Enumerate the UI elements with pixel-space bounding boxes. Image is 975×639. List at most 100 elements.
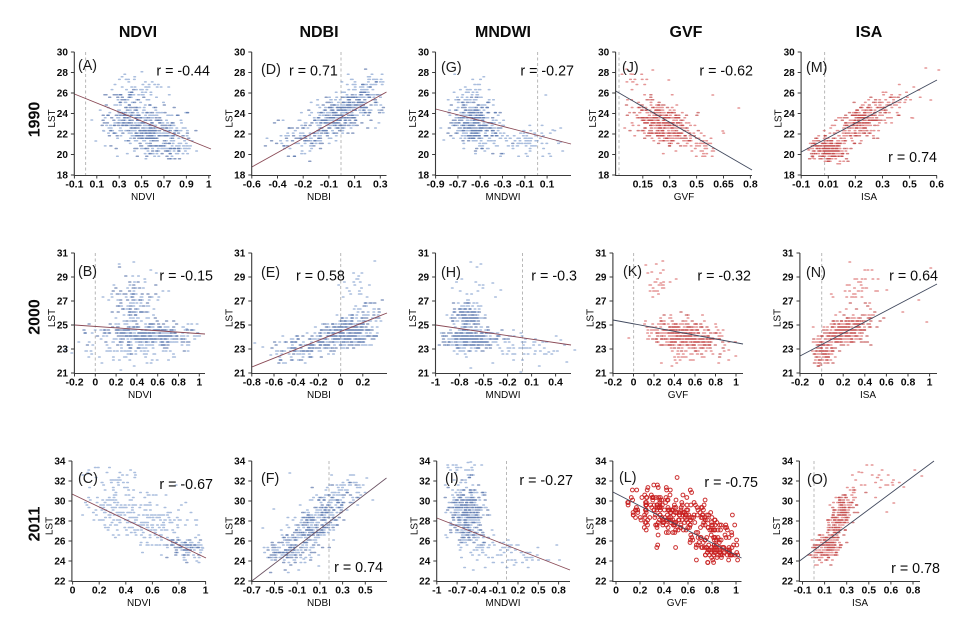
- svg-text:32: 32: [595, 477, 607, 488]
- svg-text:0.4: 0.4: [657, 585, 672, 597]
- svg-text:0: 0: [819, 377, 825, 389]
- svg-text:30: 30: [598, 48, 610, 59]
- svg-text:32: 32: [782, 477, 794, 488]
- svg-text:0.8: 0.8: [901, 377, 916, 389]
- svg-text:22: 22: [234, 577, 246, 588]
- svg-text:2000: 2000: [27, 299, 44, 335]
- svg-text:22: 22: [418, 130, 430, 141]
- svg-text:23: 23: [782, 345, 794, 356]
- svg-text:0: 0: [92, 377, 98, 389]
- svg-text:0.2: 0.2: [92, 585, 107, 597]
- svg-text:-0.7: -0.7: [448, 585, 466, 597]
- svg-text:0.65: 0.65: [713, 179, 734, 191]
- svg-text:0.6: 0.6: [879, 377, 894, 389]
- svg-text:-0.1: -0.1: [320, 179, 338, 191]
- svg-text:r = -0.75: r = -0.75: [704, 475, 758, 491]
- svg-text:(K): (K): [623, 264, 642, 280]
- svg-text:(E): (E): [261, 265, 280, 281]
- svg-text:28: 28: [418, 68, 430, 79]
- svg-text:20: 20: [418, 150, 430, 161]
- svg-text:1990: 1990: [27, 102, 44, 138]
- svg-text:28: 28: [782, 517, 794, 528]
- svg-text:r = 0.58: r = 0.58: [296, 269, 345, 285]
- svg-text:(D): (D): [261, 62, 281, 78]
- svg-text:(L): (L): [619, 470, 636, 486]
- svg-text:0.5: 0.5: [134, 179, 149, 191]
- svg-text:28: 28: [419, 517, 431, 528]
- svg-text:25: 25: [57, 321, 69, 332]
- svg-text:-0.1: -0.1: [516, 179, 534, 191]
- svg-text:NDVI: NDVI: [131, 192, 155, 203]
- svg-text:-0.4: -0.4: [287, 377, 305, 389]
- svg-text:r = 0.74: r = 0.74: [334, 560, 383, 576]
- svg-text:NDVI: NDVI: [119, 24, 157, 41]
- svg-text:GVF: GVF: [668, 390, 689, 401]
- svg-text:LST: LST: [224, 109, 235, 127]
- svg-text:24: 24: [595, 557, 607, 568]
- svg-text:NDVI: NDVI: [128, 390, 152, 401]
- svg-text:0.4: 0.4: [118, 585, 133, 597]
- svg-text:ISA: ISA: [860, 390, 876, 401]
- svg-text:25: 25: [418, 321, 430, 332]
- svg-text:27: 27: [782, 297, 794, 308]
- svg-text:23: 23: [595, 345, 607, 356]
- svg-text:LST: LST: [224, 309, 235, 327]
- svg-text:29: 29: [595, 273, 607, 284]
- svg-text:28: 28: [784, 68, 796, 79]
- svg-text:-0.2: -0.2: [294, 179, 312, 191]
- svg-text:-0.2: -0.2: [791, 377, 809, 389]
- svg-text:r = -0.27: r = -0.27: [519, 473, 573, 489]
- svg-text:(I): (I): [445, 471, 459, 487]
- svg-text:22: 22: [595, 577, 607, 588]
- svg-text:NDBI: NDBI: [299, 24, 338, 41]
- svg-text:-0.1: -0.1: [792, 179, 810, 191]
- svg-text:26: 26: [234, 537, 246, 548]
- svg-text:0.3: 0.3: [335, 585, 350, 597]
- svg-text:25: 25: [595, 321, 607, 332]
- svg-text:0.01: 0.01: [818, 179, 839, 191]
- svg-text:0.1: 0.1: [817, 585, 832, 597]
- svg-text:18: 18: [57, 171, 69, 182]
- svg-text:0.2: 0.2: [355, 377, 370, 389]
- svg-text:0.9: 0.9: [179, 179, 194, 191]
- svg-text:0.4: 0.4: [548, 377, 563, 389]
- svg-text:34: 34: [234, 457, 246, 468]
- svg-text:0.8: 0.8: [906, 585, 921, 597]
- svg-text:r = -0.32: r = -0.32: [697, 269, 751, 285]
- svg-text:r = 0.78: r = 0.78: [891, 561, 940, 577]
- svg-text:NDVI: NDVI: [127, 598, 151, 609]
- svg-text:21: 21: [418, 369, 430, 380]
- svg-text:(N): (N): [806, 265, 826, 281]
- svg-text:24: 24: [784, 109, 796, 120]
- svg-text:r = -0.62: r = -0.62: [699, 64, 753, 80]
- svg-text:NDBI: NDBI: [307, 192, 331, 203]
- svg-text:34: 34: [782, 457, 794, 468]
- svg-text:24: 24: [54, 557, 66, 568]
- svg-text:0.2: 0.2: [848, 179, 863, 191]
- svg-text:-0.2: -0.2: [65, 377, 83, 389]
- svg-text:-0.4: -0.4: [468, 585, 486, 597]
- svg-text:LST: LST: [224, 517, 235, 535]
- svg-text:31: 31: [782, 249, 794, 260]
- svg-text:-0.1: -0.1: [489, 585, 507, 597]
- svg-text:22: 22: [54, 577, 66, 588]
- svg-text:0.8: 0.8: [708, 377, 723, 389]
- svg-text:1: 1: [733, 585, 739, 597]
- svg-text:27: 27: [57, 297, 69, 308]
- svg-text:-0.5: -0.5: [475, 377, 493, 389]
- svg-text:0.3: 0.3: [373, 179, 388, 191]
- svg-text:LST: LST: [772, 517, 783, 535]
- svg-text:-0.3: -0.3: [493, 179, 511, 191]
- svg-text:0.8: 0.8: [171, 377, 186, 389]
- svg-text:26: 26: [419, 537, 431, 548]
- svg-text:GVF: GVF: [670, 24, 703, 41]
- svg-text:22: 22: [57, 130, 69, 141]
- svg-text:LST: LST: [47, 309, 58, 327]
- svg-text:18: 18: [418, 171, 430, 182]
- svg-text:32: 32: [54, 477, 66, 488]
- svg-text:ISA: ISA: [856, 24, 883, 41]
- svg-text:-0.2: -0.2: [604, 377, 622, 389]
- svg-text:26: 26: [784, 89, 796, 100]
- svg-text:30: 30: [784, 48, 796, 59]
- svg-text:25: 25: [782, 321, 794, 332]
